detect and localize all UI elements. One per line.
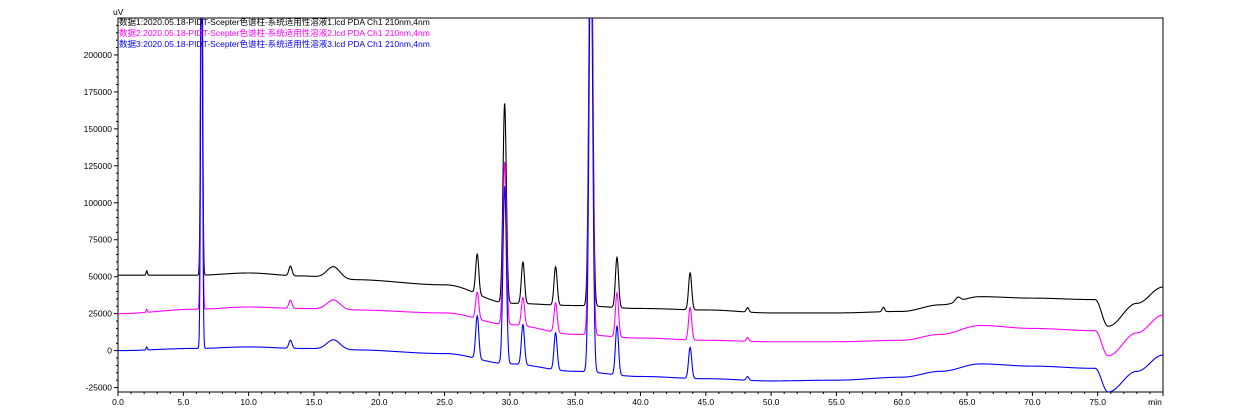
x-tick-label: 35.0	[567, 397, 584, 407]
series-line-2	[118, 18, 1163, 357]
x-tick-label: 60.0	[893, 397, 910, 407]
x-tick-label: 20.0	[371, 397, 388, 407]
legend-entry-3: 数据3:2020.05.18-PIDT-Scepter色谱柱-系统适用性溶液3.…	[119, 39, 430, 49]
series-line-3	[118, 18, 1163, 392]
legend-entry-2: 数据2:2020.05.18-PIDT-Scepter色谱柱-系统适用性溶液2.…	[119, 28, 430, 38]
series-line-1	[118, 18, 1163, 327]
x-tick-label: 70.0	[1024, 397, 1041, 407]
y-tick-label: 75000	[88, 235, 112, 245]
x-tick-label: 0.0	[112, 397, 124, 407]
x-tick-label: 55.0	[828, 397, 845, 407]
y-tick-label: 150000	[84, 124, 113, 134]
plot-area	[117, 17, 1164, 393]
x-tick-label: 40.0	[632, 397, 649, 407]
x-tick-label: 10.0	[240, 397, 257, 407]
x-tick-label: 75.0	[1089, 397, 1106, 407]
x-tick-label: 25.0	[436, 397, 453, 407]
y-tick-label: 175000	[84, 87, 113, 97]
y-unit-label: uV	[113, 7, 124, 17]
y-tick-label: -25000	[86, 383, 113, 393]
y-tick-label: 0	[107, 346, 112, 356]
x-tick-label: 65.0	[959, 397, 976, 407]
y-tick-label: 125000	[84, 161, 113, 171]
x-tick-label: 30.0	[502, 397, 519, 407]
x-tick-label: 50.0	[763, 397, 780, 407]
x-tick-label: 5.0	[177, 397, 189, 407]
y-tick-label: 50000	[88, 272, 112, 282]
y-tick-label: 100000	[84, 198, 113, 208]
x-tick-label: 45.0	[698, 397, 715, 407]
legend-entry-1: 数据1:2020.05.18-PIDT-Scepter色谱柱-系统适用性溶液1.…	[119, 17, 430, 27]
y-tick-label: 25000	[88, 309, 112, 319]
x-tick-label: min	[1148, 397, 1162, 407]
x-tick-label: 15.0	[306, 397, 323, 407]
y-tick-label: 200000	[84, 50, 113, 60]
